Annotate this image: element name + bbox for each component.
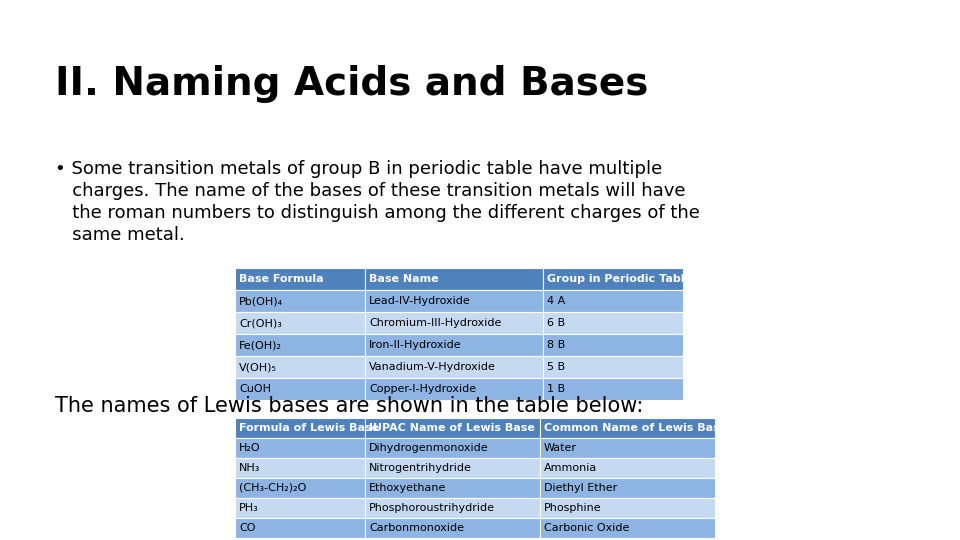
Text: 8 B: 8 B	[547, 340, 565, 350]
Text: H₂O: H₂O	[239, 443, 260, 453]
Text: II. Naming Acids and Bases: II. Naming Acids and Bases	[55, 65, 648, 103]
Text: Diethyl Ether: Diethyl Ether	[544, 483, 617, 493]
Text: Copper-I-Hydroxide: Copper-I-Hydroxide	[369, 384, 476, 394]
Text: Common Name of Lewis Base: Common Name of Lewis Base	[544, 423, 728, 433]
Text: Carbonmonoxide: Carbonmonoxide	[369, 523, 464, 533]
Text: 5 B: 5 B	[547, 362, 565, 372]
Text: • Some transition metals of group B in periodic table have multiple: • Some transition metals of group B in p…	[55, 160, 662, 178]
Text: V(OH)₅: V(OH)₅	[239, 362, 276, 372]
Text: (CH₃-CH₂)₂O: (CH₃-CH₂)₂O	[239, 483, 306, 493]
Bar	[235, 312, 365, 334]
Text: CuOH: CuOH	[239, 384, 271, 394]
Text: 1 B: 1 B	[547, 384, 565, 394]
Text: Carbonic Oxide: Carbonic Oxide	[544, 523, 630, 533]
Text: IUPAC Name of Lewis Base: IUPAC Name of Lewis Base	[369, 423, 535, 433]
Text: Pb(OH)₄: Pb(OH)₄	[239, 296, 283, 306]
Text: 6 B: 6 B	[547, 318, 565, 328]
Bar	[365, 518, 540, 538]
Bar	[543, 290, 683, 312]
Bar	[235, 458, 365, 478]
Text: Phosphine: Phosphine	[544, 503, 602, 513]
Text: Lead-IV-Hydroxide: Lead-IV-Hydroxide	[369, 296, 470, 306]
Bar	[365, 478, 540, 498]
Text: Chromium-III-Hydroxide: Chromium-III-Hydroxide	[369, 318, 501, 328]
Bar	[235, 518, 365, 538]
Text: Iron-II-Hydroxide: Iron-II-Hydroxide	[369, 340, 462, 350]
Text: Dihydrogenmonoxide: Dihydrogenmonoxide	[369, 443, 489, 453]
Text: Fe(OH)₂: Fe(OH)₂	[239, 340, 282, 350]
Bar	[235, 418, 365, 438]
Bar	[235, 498, 365, 518]
Text: Group in Periodic Table: Group in Periodic Table	[547, 274, 692, 284]
Text: Ammonia: Ammonia	[544, 463, 597, 473]
Bar	[365, 458, 540, 478]
Bar	[543, 378, 683, 400]
Text: Nitrogentrihydride: Nitrogentrihydride	[369, 463, 472, 473]
Bar	[235, 356, 365, 378]
Bar	[543, 268, 683, 290]
Text: NH₃: NH₃	[239, 463, 260, 473]
Bar	[543, 334, 683, 356]
Text: Base Formula: Base Formula	[239, 274, 324, 284]
Bar	[235, 290, 365, 312]
Bar	[540, 518, 715, 538]
Text: Vanadium-V-Hydroxide: Vanadium-V-Hydroxide	[369, 362, 496, 372]
Text: charges. The name of the bases of these transition metals will have: charges. The name of the bases of these …	[55, 182, 685, 200]
Bar	[235, 268, 365, 290]
Text: the roman numbers to distinguish among the different charges of the: the roman numbers to distinguish among t…	[55, 204, 700, 222]
Bar	[540, 478, 715, 498]
Bar	[235, 478, 365, 498]
Bar	[365, 356, 543, 378]
Bar	[365, 438, 540, 458]
Bar	[540, 438, 715, 458]
Bar	[540, 498, 715, 518]
Bar	[365, 312, 543, 334]
Bar	[543, 356, 683, 378]
Text: Phosphoroustrihydride: Phosphoroustrihydride	[369, 503, 495, 513]
Bar	[235, 334, 365, 356]
Bar	[365, 268, 543, 290]
Text: Base Name: Base Name	[369, 274, 439, 284]
Text: Ethoxyethane: Ethoxyethane	[369, 483, 446, 493]
Text: same metal.: same metal.	[55, 226, 184, 244]
Bar	[365, 418, 540, 438]
Text: CO: CO	[239, 523, 255, 533]
Bar	[365, 378, 543, 400]
Text: Water: Water	[544, 443, 577, 453]
Text: 4 A: 4 A	[547, 296, 565, 306]
Bar	[235, 378, 365, 400]
Bar	[235, 438, 365, 458]
Text: The names of Lewis bases are shown in the table below:: The names of Lewis bases are shown in th…	[55, 396, 643, 416]
Text: Formula of Lewis Base: Formula of Lewis Base	[239, 423, 379, 433]
Bar	[365, 498, 540, 518]
Bar	[365, 334, 543, 356]
Bar	[540, 458, 715, 478]
Bar	[540, 418, 715, 438]
Text: PH₃: PH₃	[239, 503, 259, 513]
Bar	[543, 312, 683, 334]
Text: Cr(OH)₃: Cr(OH)₃	[239, 318, 282, 328]
Bar	[365, 290, 543, 312]
